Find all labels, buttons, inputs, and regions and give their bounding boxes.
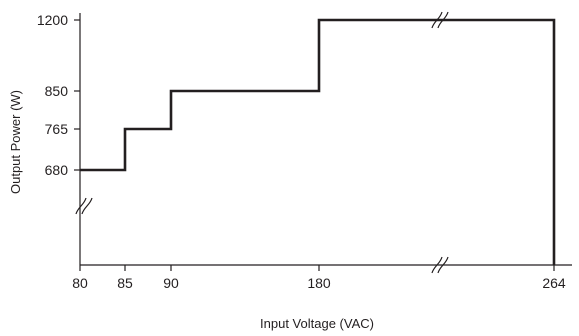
y-axis-title: Output Power (W) bbox=[8, 90, 23, 194]
y-tick-label: 765 bbox=[45, 121, 69, 137]
x-axis-break-mark bbox=[431, 256, 449, 274]
x-tick-label: 85 bbox=[117, 275, 133, 291]
x-tick-label: 180 bbox=[307, 275, 331, 291]
break-stroke bbox=[431, 11, 443, 29]
break-stroke bbox=[437, 11, 449, 29]
power-step-line bbox=[80, 18, 556, 265]
break-stroke bbox=[437, 256, 449, 274]
x-tick-label: 90 bbox=[163, 275, 179, 291]
y-tick-label: 850 bbox=[45, 83, 69, 99]
line-break-mark bbox=[431, 11, 449, 29]
x-axis-title: Input Voltage (VAC) bbox=[260, 316, 374, 331]
y-tick-label: 680 bbox=[45, 162, 69, 178]
x-tick-label: 264 bbox=[542, 275, 566, 291]
axes bbox=[79, 13, 572, 266]
break-stroke bbox=[431, 256, 443, 274]
y-tick-label: 1200 bbox=[37, 12, 68, 28]
series bbox=[80, 18, 556, 265]
y-axis-break-mark bbox=[75, 197, 93, 215]
break-stroke bbox=[81, 197, 93, 215]
axis-breaks bbox=[75, 11, 449, 274]
x-tick-label: 80 bbox=[72, 275, 88, 291]
ticks: 80 85 90 180 264 680 765 850 1200 bbox=[37, 12, 566, 291]
break-stroke bbox=[75, 197, 87, 215]
